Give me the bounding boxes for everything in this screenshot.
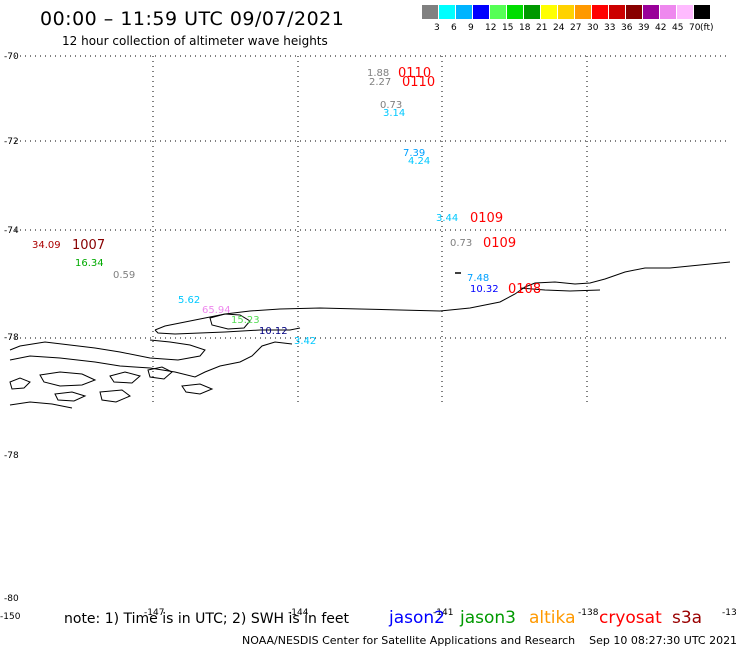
legend-label: 6 xyxy=(451,23,457,33)
agency-credit: NOAA/NESDIS Center for Satellite Applica… xyxy=(242,634,576,647)
legend-swatch xyxy=(558,5,574,19)
legend-label: 24 xyxy=(553,23,565,33)
units-note: note: 1) Time is in UTC; 2) SWH is in fe… xyxy=(64,611,350,627)
legend-swatch xyxy=(422,5,438,19)
island-1 xyxy=(39,371,97,387)
legend-unit: (ft) xyxy=(700,23,714,33)
lon-label: -138 xyxy=(578,608,599,618)
lon-label: -144 xyxy=(288,608,309,618)
pass-time-label: 0109 xyxy=(483,236,517,251)
coast-southwest xyxy=(9,401,73,409)
wave-height-label: 10.12 xyxy=(259,326,288,337)
wave-height-label: 34.09 xyxy=(32,240,61,251)
wave-height-label: 65.94 xyxy=(202,305,231,316)
legend-label: 33 xyxy=(604,23,616,33)
coast-inner-shore xyxy=(154,327,301,335)
wave-height-label: 7.39 xyxy=(403,148,426,159)
pass-time-label: 0108 xyxy=(508,282,542,297)
wave-height-label: 4.24 xyxy=(408,156,431,167)
legend-label: 42 xyxy=(655,23,667,33)
wave-height-label: 15.23 xyxy=(231,315,260,326)
legend-swatch xyxy=(524,5,540,19)
legend-label: 27 xyxy=(570,23,582,33)
pass-time-label: 0109 xyxy=(470,211,504,226)
wave-height-label: 7.48 xyxy=(467,273,490,284)
page-subtitle: 12 hour collection of altimeter wave hei… xyxy=(62,34,328,48)
wave-height-label: 1.88 xyxy=(367,68,390,79)
wave-height-label: 0.59 xyxy=(113,270,136,281)
lon-label: -150 xyxy=(0,612,21,622)
legend-label: 39 xyxy=(638,23,650,33)
lat-label: -70 xyxy=(4,52,19,62)
legend-swatch xyxy=(643,5,659,19)
coastline xyxy=(9,261,731,409)
satellite-altika: altika xyxy=(529,608,576,628)
ice-front-ridge xyxy=(519,287,601,292)
graticule xyxy=(10,55,730,405)
lat-label: -72 xyxy=(4,137,19,147)
island-4 xyxy=(9,377,31,390)
wave-height-label: 10.32 xyxy=(470,284,499,295)
legend-label: 9 xyxy=(468,23,474,33)
lon-label: -141 xyxy=(433,608,454,618)
legend-label: 70 xyxy=(689,23,701,33)
ice-rise xyxy=(209,313,251,330)
legend-label: 3 xyxy=(434,23,440,33)
legend-label: 18 xyxy=(519,23,531,33)
legend-swatch xyxy=(439,5,455,19)
legend-swatch xyxy=(626,5,642,19)
wave-height-label: 5.62 xyxy=(178,295,201,306)
pass-time-label: 0110 xyxy=(398,66,432,81)
wave-height-label: 3.14 xyxy=(383,108,406,119)
lon-label: -147 xyxy=(144,608,165,618)
island-5 xyxy=(54,391,87,402)
coast-west-lobe xyxy=(9,339,206,361)
wave-height-label: 16.34 xyxy=(75,258,104,269)
page-title: 00:00 – 11:59 UTC 09/07/2021 xyxy=(40,8,345,30)
lat-label: -78 xyxy=(4,333,19,343)
satellite-cryosat: cryosat xyxy=(599,608,662,628)
lon-label: -13 xyxy=(722,608,737,618)
wave-height-label: 2.27 xyxy=(369,77,392,88)
island-3 xyxy=(147,366,173,380)
island-2 xyxy=(109,371,142,384)
legend-swatch xyxy=(541,5,557,19)
legend-label: 21 xyxy=(536,23,548,33)
legend-swatch xyxy=(660,5,676,19)
legend-swatch xyxy=(507,5,523,19)
legend-swatch xyxy=(473,5,489,19)
lat-label: -78 xyxy=(4,451,19,461)
legend-swatch xyxy=(592,5,608,19)
coast-west-lower xyxy=(9,341,293,378)
wave-height-label: 3.44 xyxy=(436,213,459,224)
pass-time-label: 0110 xyxy=(402,75,436,90)
island-6 xyxy=(99,389,131,403)
wave-height-label: 3.42 xyxy=(294,336,317,347)
legend-swatch xyxy=(575,5,591,19)
footer-credit: NOAA/NESDIS Center for Satellite Applica… xyxy=(242,634,737,647)
satellite-jason3: jason3 xyxy=(460,608,516,628)
wave-height-label: 0.73 xyxy=(450,238,473,249)
legend-swatch xyxy=(490,5,506,19)
satellite-s3a: s3a xyxy=(672,608,703,628)
legend-swatch xyxy=(609,5,625,19)
legend-label: 45 xyxy=(672,23,684,33)
legend-label: 15 xyxy=(502,23,514,33)
legend-label: 30 xyxy=(587,23,599,33)
generated-timestamp: Sep 10 08:27:30 UTC 2021 xyxy=(589,634,738,647)
island-7 xyxy=(181,383,214,395)
legend-label: 36 xyxy=(621,23,633,33)
legend-label: 12 xyxy=(485,23,497,33)
legend-swatch xyxy=(677,5,693,19)
lat-label: -74 xyxy=(4,226,19,236)
legend-swatch xyxy=(456,5,472,19)
pass-time-label: 1007 xyxy=(72,238,106,253)
wave-height-label: 0.73 xyxy=(380,100,403,111)
lat-label: -80 xyxy=(4,594,19,604)
satellite-jason2: jason2 xyxy=(389,608,445,628)
legend-swatch xyxy=(694,5,710,19)
